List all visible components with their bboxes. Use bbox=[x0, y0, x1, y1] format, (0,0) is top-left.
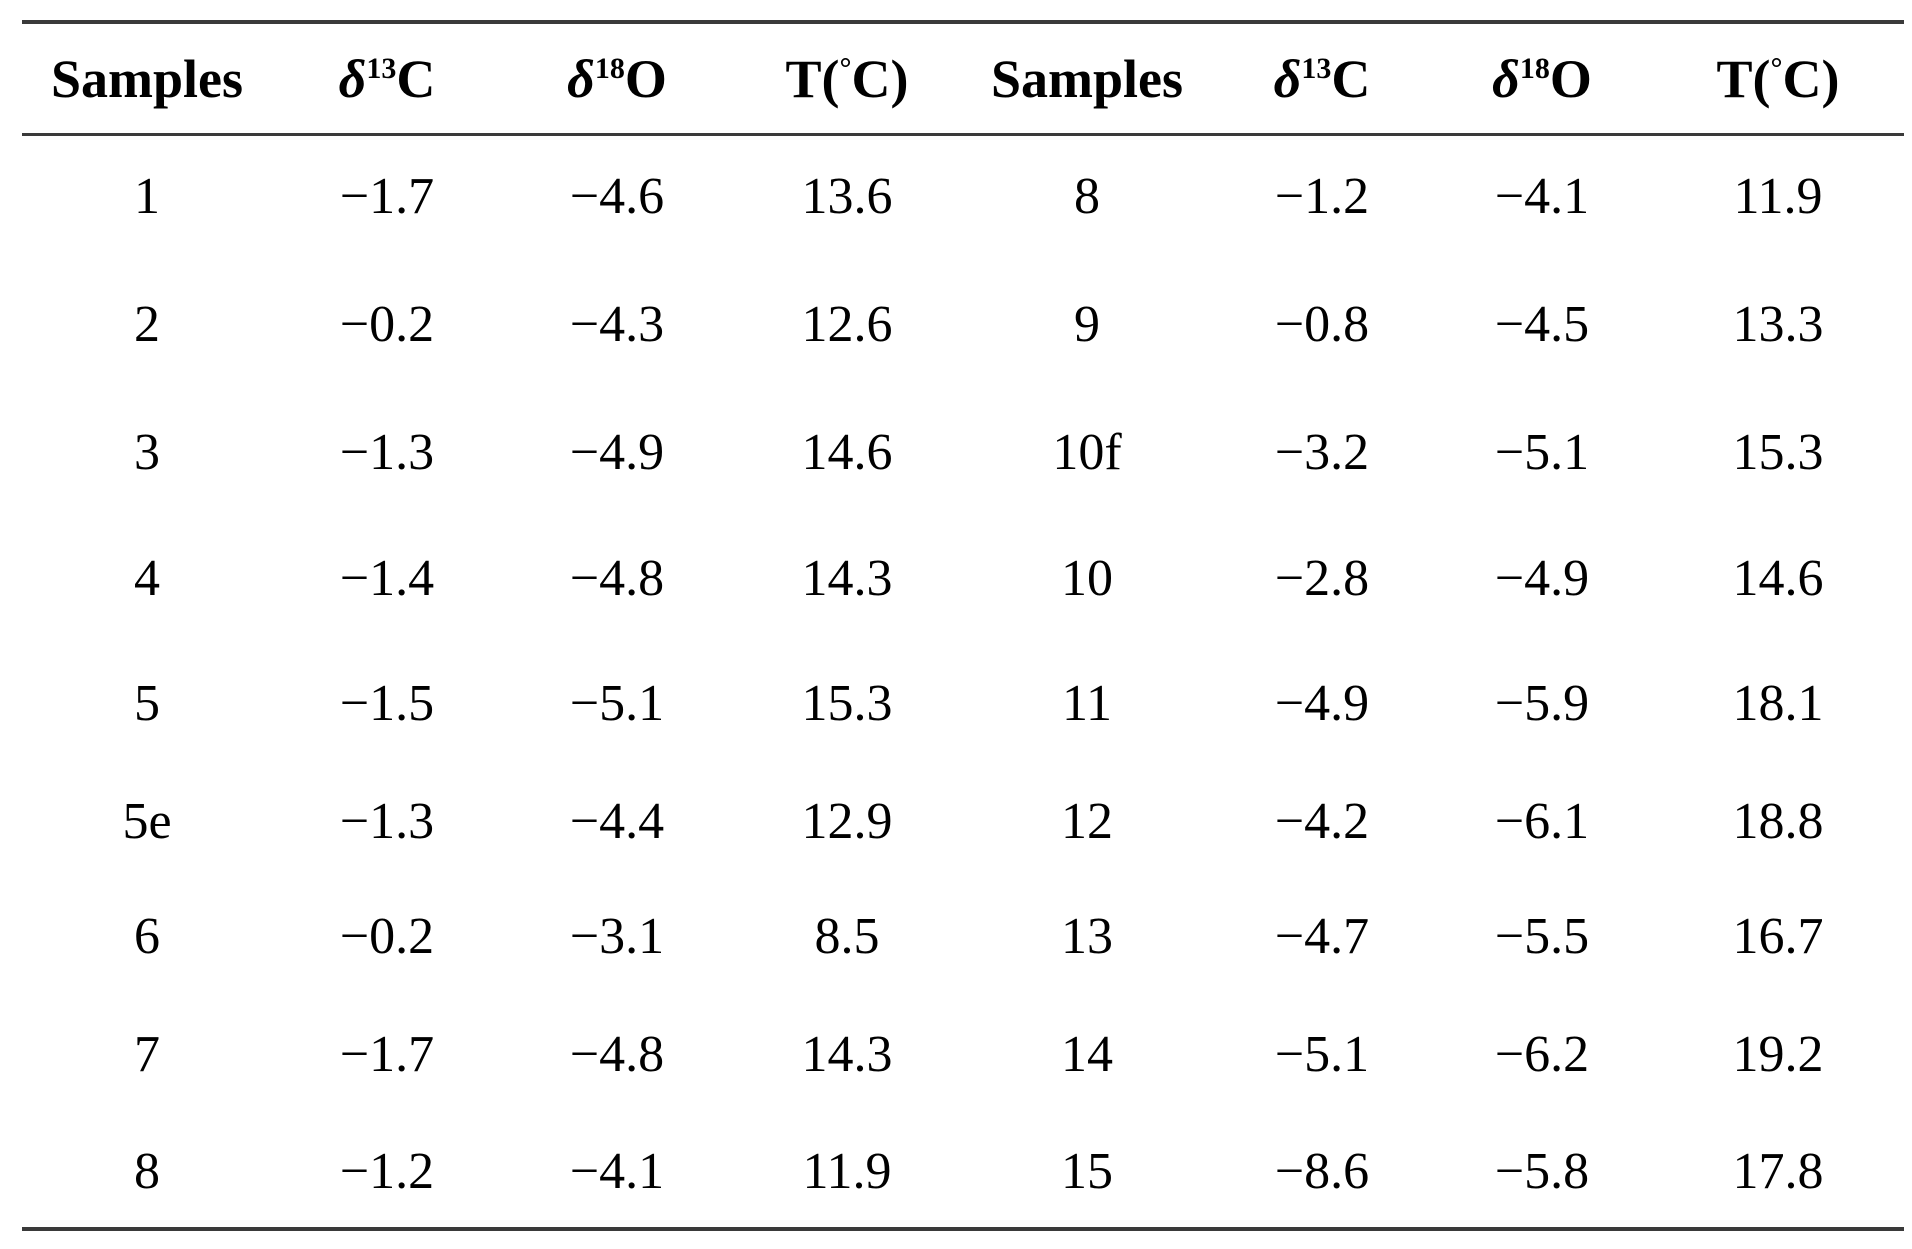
cell-delta-13c: −1.2 bbox=[339, 1143, 435, 1200]
cell-sample: 7 bbox=[134, 1025, 160, 1083]
cell-temperature: 13.3 bbox=[1732, 295, 1824, 353]
table-row: 4 −1.4 −4.8 14.3 10 −2.8 −4.9 14.6 bbox=[22, 515, 1904, 641]
cell-delta-18o: −3.1 bbox=[569, 907, 665, 965]
cell-delta-13c: −4.2 bbox=[1274, 792, 1370, 850]
cell-delta-13c: −8.6 bbox=[1274, 1143, 1370, 1200]
cell-temperature: 18.1 bbox=[1732, 674, 1824, 732]
cell-sample: 4 bbox=[134, 549, 160, 607]
header-temperature: T(°C) bbox=[785, 48, 909, 109]
cell-sample: 9 bbox=[1074, 295, 1100, 353]
cell-temperature: 11.9 bbox=[1733, 167, 1823, 225]
cell-sample: 10 bbox=[1061, 549, 1113, 607]
cell-temperature: 13.6 bbox=[801, 167, 893, 225]
header-row: Samples δ13C δ18O T(°C) Samples δ13C δ18… bbox=[22, 24, 1904, 133]
cell-temperature: 12.9 bbox=[801, 792, 893, 850]
cell-temperature: 16.7 bbox=[1732, 907, 1824, 965]
cell-delta-18o: −4.9 bbox=[1494, 549, 1590, 607]
cell-delta-18o: −4.1 bbox=[1494, 167, 1590, 225]
cell-delta-18o: −5.9 bbox=[1494, 674, 1590, 732]
header-delta-13c: δ13C bbox=[338, 48, 436, 109]
cell-delta-18o: −4.8 bbox=[569, 549, 665, 607]
cell-delta-18o: −4.1 bbox=[569, 1143, 665, 1200]
cell-delta-13c: −1.3 bbox=[339, 792, 435, 850]
cell-sample: 3 bbox=[134, 423, 160, 481]
cell-delta-13c: −4.7 bbox=[1274, 907, 1370, 965]
cell-delta-13c: −1.7 bbox=[339, 167, 435, 225]
cell-sample: 2 bbox=[134, 295, 160, 353]
cell-delta-13c: −1.7 bbox=[339, 1025, 435, 1083]
table-header-rule bbox=[22, 133, 1904, 136]
cell-sample: 5 bbox=[134, 674, 160, 732]
cell-delta-18o: −4.5 bbox=[1494, 295, 1590, 353]
header-samples: Samples bbox=[50, 48, 244, 109]
cell-delta-18o: −6.2 bbox=[1494, 1025, 1590, 1083]
cell-temperature: 15.3 bbox=[801, 674, 893, 732]
cell-delta-18o: −5.1 bbox=[569, 674, 665, 732]
table-body: 1 −1.7 −4.6 13.6 8 −1.2 −4.1 11.9 2 −0.2… bbox=[22, 133, 1904, 1230]
cell-delta-13c: −3.2 bbox=[1274, 423, 1370, 481]
table-row: 7 −1.7 −4.8 14.3 14 −5.1 −6.2 19.2 bbox=[22, 995, 1904, 1113]
cell-delta-18o: −5.8 bbox=[1494, 1143, 1590, 1200]
cell-delta-13c: −2.8 bbox=[1274, 549, 1370, 607]
table-row: 5 −1.5 −5.1 15.3 11 −4.9 −5.9 18.1 bbox=[22, 641, 1904, 765]
table-row: 2 −0.2 −4.3 12.6 9 −0.8 −4.5 13.3 bbox=[22, 259, 1904, 389]
cell-sample: 6 bbox=[134, 907, 160, 965]
cell-delta-18o: −4.4 bbox=[569, 792, 665, 850]
cell-delta-13c: −1.5 bbox=[339, 674, 435, 732]
cell-sample: 8 bbox=[1074, 167, 1100, 225]
table-header: Samples δ13C δ18O T(°C) Samples δ13C δ18… bbox=[22, 24, 1904, 133]
cell-sample: 13 bbox=[1061, 907, 1113, 965]
cell-delta-18o: −5.1 bbox=[1494, 423, 1590, 481]
header-delta-13c: δ13C bbox=[1273, 48, 1371, 109]
cell-delta-18o: −4.3 bbox=[569, 295, 665, 353]
cell-delta-13c: −4.9 bbox=[1274, 674, 1370, 732]
cell-sample: 1 bbox=[134, 167, 160, 225]
cell-sample: 14 bbox=[1061, 1025, 1113, 1083]
table-row: 8 −1.2 −4.1 11.9 15 −8.6 −5.8 17.8 bbox=[22, 1113, 1904, 1230]
cell-delta-18o: −5.5 bbox=[1494, 907, 1590, 965]
cell-delta-13c: −1.4 bbox=[339, 549, 435, 607]
cell-delta-18o: −4.9 bbox=[569, 423, 665, 481]
table-row: 3 −1.3 −4.9 14.6 10f −3.2 −5.1 15.3 bbox=[22, 389, 1904, 515]
cell-temperature: 15.3 bbox=[1732, 423, 1824, 481]
cell-temperature: 18.8 bbox=[1732, 792, 1824, 850]
cell-sample: 8 bbox=[134, 1143, 160, 1200]
cell-temperature: 14.6 bbox=[801, 423, 893, 481]
cell-delta-13c: −1.2 bbox=[1274, 167, 1370, 225]
table-bottom-rule bbox=[22, 1227, 1904, 1231]
cell-temperature: 8.5 bbox=[814, 907, 880, 965]
table-top-rule bbox=[22, 20, 1904, 24]
header-delta-18o: δ18O bbox=[1492, 48, 1592, 109]
cell-delta-13c: −0.2 bbox=[339, 295, 435, 353]
cell-temperature: 14.3 bbox=[801, 549, 893, 607]
header-samples: Samples bbox=[990, 48, 1184, 109]
cell-temperature: 17.8 bbox=[1732, 1143, 1824, 1200]
header-delta-18o: δ18O bbox=[567, 48, 667, 109]
cell-delta-13c: −0.2 bbox=[339, 907, 435, 965]
cell-temperature: 11.9 bbox=[802, 1143, 892, 1200]
isotope-data-table: Samples δ13C δ18O T(°C) Samples δ13C δ18… bbox=[22, 24, 1904, 1230]
cell-temperature: 19.2 bbox=[1732, 1025, 1824, 1083]
cell-temperature: 14.6 bbox=[1732, 549, 1824, 607]
cell-sample: 15 bbox=[1061, 1143, 1113, 1200]
cell-sample: 5e bbox=[122, 792, 172, 850]
cell-sample: 10f bbox=[1052, 423, 1122, 481]
cell-delta-13c: −1.3 bbox=[339, 423, 435, 481]
cell-delta-18o: −4.6 bbox=[569, 167, 665, 225]
table-row: 6 −0.2 −3.1 8.5 13 −4.7 −5.5 16.7 bbox=[22, 877, 1904, 995]
cell-delta-13c: −5.1 bbox=[1274, 1025, 1370, 1083]
cell-temperature: 14.3 bbox=[801, 1025, 893, 1083]
cell-delta-13c: −0.8 bbox=[1274, 295, 1370, 353]
table-row: 1 −1.7 −4.6 13.6 8 −1.2 −4.1 11.9 bbox=[22, 133, 1904, 259]
header-temperature: T(°C) bbox=[1716, 48, 1840, 109]
cell-sample: 11 bbox=[1061, 674, 1113, 732]
table-row: 5e −1.3 −4.4 12.9 12 −4.2 −6.1 18.8 bbox=[22, 765, 1904, 877]
cell-delta-18o: −6.1 bbox=[1494, 792, 1590, 850]
cell-delta-18o: −4.8 bbox=[569, 1025, 665, 1083]
cell-sample: 12 bbox=[1061, 792, 1113, 850]
cell-temperature: 12.6 bbox=[801, 295, 893, 353]
